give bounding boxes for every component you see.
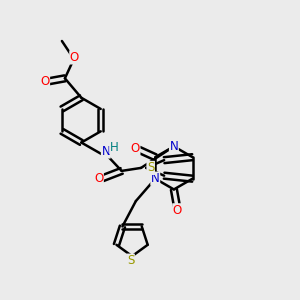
Text: N: N [151, 172, 160, 185]
Text: N: N [169, 140, 178, 153]
Text: O: O [130, 142, 140, 155]
Text: O: O [94, 172, 103, 185]
Text: O: O [40, 75, 50, 88]
Text: N: N [101, 145, 110, 158]
Text: O: O [173, 204, 182, 217]
Text: S: S [147, 161, 154, 174]
Text: O: O [70, 51, 79, 64]
Text: S: S [127, 254, 134, 267]
Text: H: H [110, 140, 118, 154]
